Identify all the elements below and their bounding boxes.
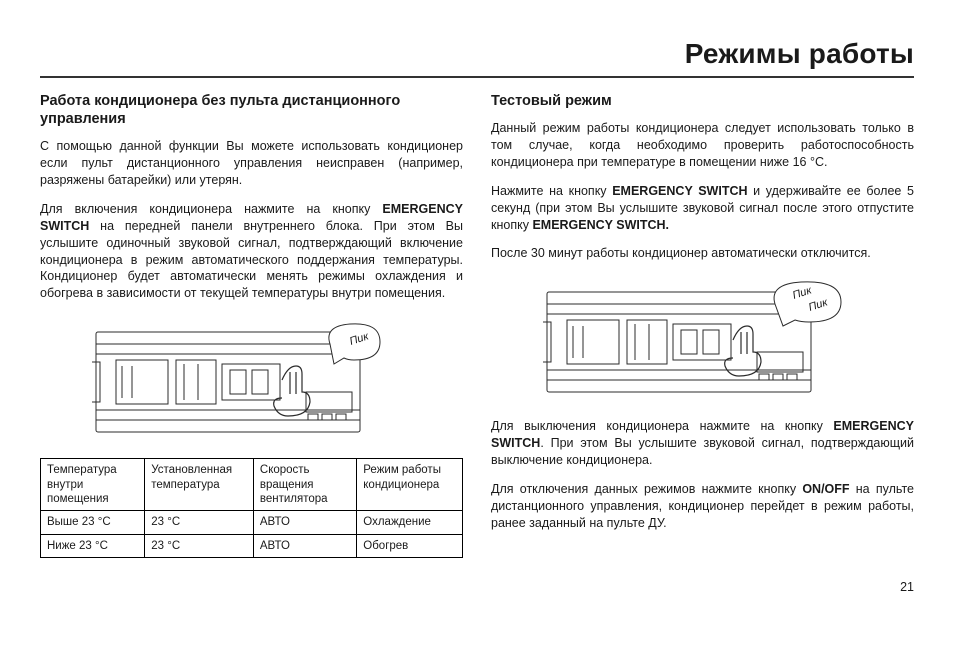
text: Нажмите на кнопку: [491, 184, 612, 198]
cell: Выше 23 °С: [41, 511, 145, 534]
cell: АВТО: [253, 511, 356, 534]
cell: АВТО: [253, 534, 356, 557]
unit-figure-right: Пик Пик: [543, 274, 863, 404]
cell: 23 °С: [145, 534, 254, 557]
unit-illustration-icon: Пик Пик: [543, 274, 863, 404]
left-heading: Работа кондиционера без пульта дистанцио…: [40, 92, 463, 128]
right-para-1: Данный режим работы кондиционера следует…: [491, 120, 914, 171]
beep-bubble-icon: Пик: [328, 324, 379, 364]
right-heading: Тестовый режим: [491, 92, 914, 110]
unit-illustration-icon: Пик: [92, 314, 412, 444]
right-para-3: После 30 минут работы кондиционер автома…: [491, 245, 914, 262]
text: . При этом Вы услышите звуковой сигнал, …: [491, 436, 914, 467]
two-column-layout: Работа кондиционера без пульта дистанцио…: [40, 92, 914, 558]
right-para-4: Для выключения кондиционера нажмите на к…: [491, 418, 914, 469]
text: на передней панели внутреннего блока. Пр…: [40, 219, 463, 301]
table-row: Ниже 23 °С 23 °С АВТО Обогрев: [41, 534, 463, 557]
th-set-temp: Установленная температура: [145, 459, 254, 511]
left-para-2: Для включения кондиционера нажмите на кн…: [40, 201, 463, 302]
right-column: Тестовый режим Данный режим работы конди…: [491, 92, 914, 558]
text: Для отключения данных режимов нажмите кн…: [491, 482, 802, 496]
left-para-1: С помощью данной функции Вы можете испол…: [40, 138, 463, 189]
table-row: Выше 23 °С 23 °С АВТО Охлаждение: [41, 511, 463, 534]
left-column: Работа кондиционера без пульта дистанцио…: [40, 92, 463, 558]
th-mode: Режим работы кондиционера: [357, 459, 463, 511]
mode-table: Температура внутри помещения Установленн…: [40, 458, 463, 558]
cell: Охлаждение: [357, 511, 463, 534]
title-rule: Режимы работы: [40, 38, 914, 78]
cell: Обогрев: [357, 534, 463, 557]
beep-bubble-icon: Пик Пик: [774, 282, 841, 326]
cell: Ниже 23 °С: [41, 534, 145, 557]
bold-emergency-switch: EMERGENCY SWITCH.: [532, 218, 669, 232]
th-room-temp: Температура внутри помещения: [41, 459, 145, 511]
th-fan-speed: Скорость вращения вентилятора: [253, 459, 356, 511]
document-page: Режимы работы Работа кондиционера без пу…: [0, 0, 954, 612]
right-para-2: Нажмите на кнопку EMERGENCY SWITCH и уде…: [491, 183, 914, 234]
table-row: Температура внутри помещения Установленн…: [41, 459, 463, 511]
page-title: Режимы работы: [40, 38, 914, 70]
cell: 23 °С: [145, 511, 254, 534]
unit-figure-left: Пик: [92, 314, 412, 444]
text: Для выключения кондиционера нажмите на к…: [491, 419, 833, 433]
page-number: 21: [40, 580, 914, 594]
right-para-5: Для отключения данных режимов нажмите кн…: [491, 481, 914, 532]
text: Для включения кондиционера нажмите на кн…: [40, 202, 382, 216]
bold-on-off: ON/OFF: [802, 482, 849, 496]
bold-emergency-switch: EMERGENCY SWITCH: [612, 184, 747, 198]
